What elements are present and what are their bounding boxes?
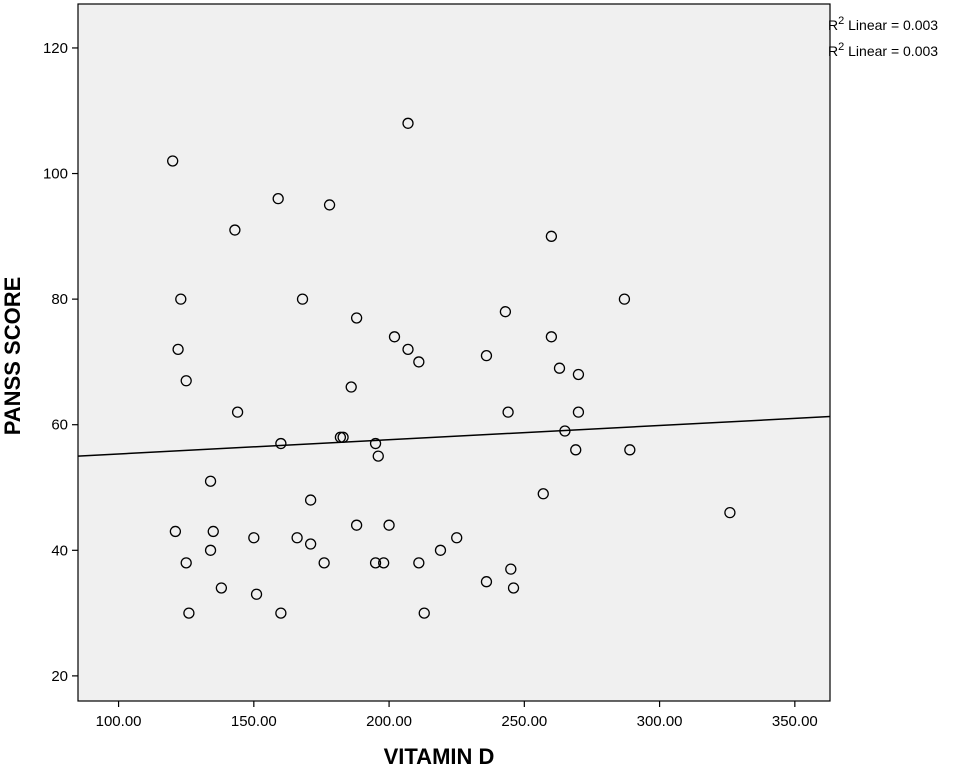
axes: 20 40 60 80 100 120 100.00 150.00 200.00 250.00 30…	[43, 40, 818, 730]
data-point	[413, 356, 425, 368]
data-point	[204, 475, 217, 487]
data-point	[402, 343, 414, 356]
data-point	[296, 293, 309, 305]
data-point	[167, 155, 179, 167]
data-point	[537, 488, 549, 500]
data-point	[304, 538, 317, 550]
data-point	[229, 224, 241, 236]
data-point	[572, 368, 585, 381]
legend-entry-2: R2 Linear = 0.003	[828, 41, 938, 59]
data-point	[618, 293, 631, 305]
plot-area	[77, 3, 831, 702]
data-point	[372, 450, 384, 462]
data-point	[345, 381, 357, 393]
x-tick-label: 200.00	[366, 713, 412, 730]
linear-fit-line	[77, 415, 831, 457]
data-point	[180, 375, 192, 387]
data-point	[175, 293, 187, 305]
data-point	[183, 607, 195, 619]
legend: R2 Linear = 0.003 R2 Linear = 0.003	[828, 15, 938, 59]
data-point	[215, 582, 228, 594]
data-point	[334, 431, 347, 443]
data-point	[480, 576, 493, 588]
data-point	[499, 306, 512, 318]
x-tick-label: 300.00	[637, 713, 683, 730]
data-point	[572, 406, 585, 418]
data-point	[388, 331, 401, 343]
data-point	[451, 532, 463, 544]
data-point	[545, 331, 558, 343]
data-point	[502, 406, 514, 418]
data-point	[291, 532, 303, 544]
points-layer	[167, 117, 736, 619]
data-point	[413, 557, 425, 569]
y-tick-label: 100	[43, 166, 68, 183]
y-tick-label: 20	[51, 668, 68, 685]
x-axis-title: VITAMIN D	[384, 744, 495, 769]
y-axis-title: PANSS SCORE	[0, 277, 25, 436]
data-point	[207, 525, 219, 538]
fit-line-layer	[77, 415, 831, 457]
data-point	[624, 444, 636, 456]
y-tick-label: 40	[51, 542, 68, 559]
data-point	[250, 588, 263, 600]
data-point	[272, 193, 284, 205]
data-point	[418, 607, 430, 619]
y-tick-label: 80	[51, 291, 68, 308]
data-point	[318, 557, 330, 569]
data-point	[350, 519, 363, 531]
data-point	[545, 230, 558, 242]
x-tick-label: 150.00	[231, 713, 277, 730]
y-tick-label: 120	[43, 40, 68, 57]
data-point	[402, 117, 414, 129]
x-tick-label: 250.00	[501, 713, 547, 730]
data-point	[304, 494, 317, 506]
data-point	[369, 557, 382, 569]
data-point	[570, 444, 582, 456]
data-point	[169, 525, 182, 538]
data-point	[724, 506, 736, 519]
data-point	[480, 349, 493, 362]
data-point	[204, 544, 217, 556]
data-point	[323, 199, 336, 211]
x-tick-label: 350.00	[772, 713, 818, 730]
legend-entry-1: R2 Linear = 0.003	[828, 15, 938, 33]
data-point	[350, 312, 363, 324]
x-tick-label: 100.00	[96, 713, 142, 730]
data-point	[275, 607, 287, 619]
data-point	[507, 582, 520, 594]
data-point	[553, 362, 566, 374]
data-point	[180, 557, 192, 569]
data-point	[383, 519, 395, 531]
data-point	[559, 425, 571, 437]
data-point	[275, 437, 287, 450]
data-point	[378, 557, 390, 569]
data-point	[505, 563, 517, 575]
y-tick-label: 60	[51, 417, 68, 434]
data-point	[337, 431, 349, 443]
data-point	[231, 406, 244, 418]
data-point	[434, 544, 447, 556]
data-point	[248, 532, 260, 544]
data-point	[369, 437, 382, 450]
data-point	[172, 343, 184, 356]
